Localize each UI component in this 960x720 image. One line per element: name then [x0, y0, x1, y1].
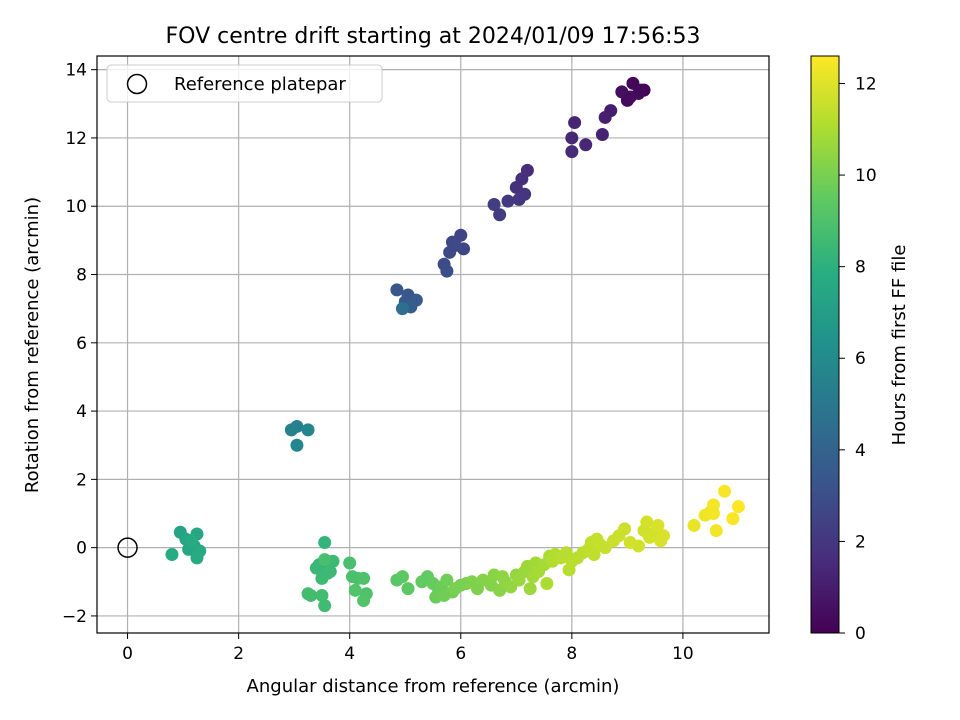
data-point	[595, 128, 609, 142]
data-point	[523, 582, 537, 596]
data-points	[165, 76, 745, 613]
grid	[97, 56, 769, 633]
reference-layer	[117, 537, 138, 558]
data-point	[395, 570, 409, 584]
data-point	[301, 587, 315, 601]
y-tick-label: 12	[65, 129, 87, 149]
chart-title: FOV centre drift starting at 2024/01/09 …	[166, 24, 701, 49]
reference-platepar-marker	[117, 537, 138, 558]
y-tick-label: 8	[76, 266, 87, 286]
data-point	[357, 571, 371, 585]
colorbar-ticks: 0 2 4 6 8 10 12	[839, 74, 877, 644]
data-point	[318, 599, 332, 613]
data-point	[598, 110, 612, 124]
legend-entry-reference-platepar: Reference platepar	[174, 74, 346, 95]
data-point	[309, 561, 323, 575]
data-point	[687, 518, 701, 532]
plot-frame	[96, 55, 770, 634]
x-tick-label: 6	[455, 644, 466, 664]
colorbar: 0 2 4 6 8 10 12 Hours from first FF file	[810, 55, 910, 644]
data-point	[390, 283, 404, 297]
x-tick-label: 4	[344, 644, 355, 664]
y-tick-label: 10	[65, 197, 87, 217]
data-point	[640, 515, 654, 529]
colorbar-label: Hours from first FF file	[889, 245, 910, 446]
x-tick-label: 10	[672, 644, 694, 664]
colorbar-gradient	[810, 55, 840, 634]
data-point	[568, 116, 582, 130]
data-point	[284, 423, 298, 437]
legend-box	[106, 64, 383, 103]
y-tick-label: −2	[62, 607, 87, 627]
data-point	[565, 145, 579, 159]
data-point	[357, 594, 371, 608]
data-point	[651, 518, 665, 532]
y-axis-label: Rotation from reference (arcmin)	[22, 197, 43, 493]
data-point	[318, 553, 332, 567]
data-point	[448, 238, 462, 252]
data-point	[654, 534, 668, 548]
y-axis-ticks: −2 0 2 4 6 8 10 12 14	[62, 61, 97, 627]
colorbar-tick-label: 0	[855, 624, 866, 644]
data-point	[631, 539, 645, 553]
data-point	[320, 566, 334, 580]
colorbar-tick-label: 8	[855, 258, 866, 278]
data-point	[565, 131, 579, 145]
data-point	[718, 484, 732, 498]
y-tick-label: 6	[76, 334, 87, 354]
x-tick-label: 0	[122, 644, 133, 664]
data-point	[501, 194, 515, 208]
colorbar-tick-label: 12	[855, 74, 877, 94]
data-point	[634, 83, 648, 97]
legend: Reference platepar	[106, 64, 383, 103]
data-point	[318, 536, 332, 550]
data-point	[440, 573, 454, 587]
data-point	[165, 547, 179, 561]
data-point	[493, 208, 507, 222]
data-point	[190, 551, 204, 565]
colorbar-tick-label: 4	[855, 441, 866, 461]
colorbar-tick-label: 2	[855, 532, 866, 552]
data-point	[726, 512, 740, 526]
x-tick-label: 8	[566, 644, 577, 664]
data-point	[540, 576, 554, 590]
legend-marker-icon	[126, 73, 148, 95]
data-point	[401, 582, 415, 596]
y-tick-label: 14	[65, 61, 87, 81]
data-point	[184, 534, 198, 548]
x-tick-label: 2	[233, 644, 244, 664]
data-point	[343, 556, 357, 570]
data-point	[709, 524, 723, 538]
y-tick-label: 4	[76, 402, 87, 422]
x-axis-label: Angular distance from reference (arcmin)	[247, 676, 620, 697]
colorbar-tick-label: 10	[855, 166, 877, 186]
x-axis-ticks: 0 2 4 6 8 10	[122, 633, 694, 664]
data-point	[440, 264, 454, 278]
data-point	[290, 438, 304, 452]
data-point	[315, 588, 329, 602]
data-point	[618, 522, 632, 536]
data-point	[731, 500, 745, 514]
data-point	[301, 423, 315, 437]
data-point	[623, 90, 637, 104]
data-point	[579, 138, 593, 152]
data-point	[348, 583, 362, 597]
y-tick-label: 0	[76, 539, 87, 559]
data-point	[587, 547, 601, 561]
data-point	[487, 198, 501, 212]
data-point	[448, 582, 462, 596]
colorbar-tick-label: 6	[855, 349, 866, 369]
data-point	[395, 302, 409, 316]
data-point	[512, 192, 526, 206]
y-tick-label: 2	[76, 470, 87, 490]
data-point	[706, 507, 720, 521]
